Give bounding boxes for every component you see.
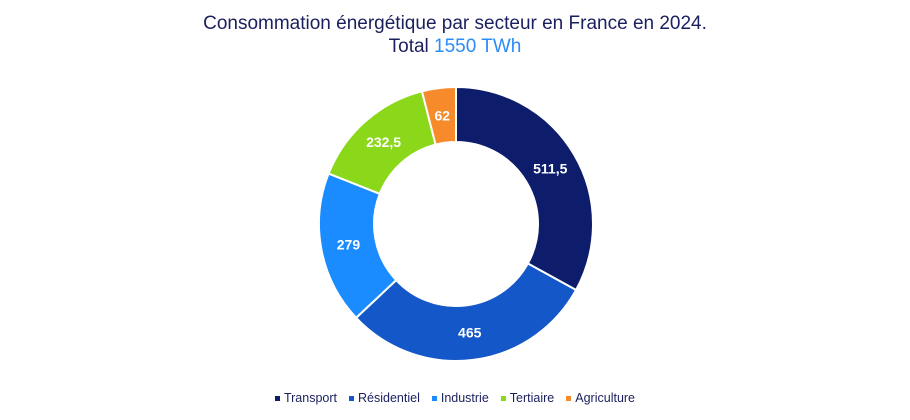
subtitle-total: 1550 TWh bbox=[434, 36, 522, 57]
legend-swatch bbox=[349, 395, 354, 401]
legend-swatch bbox=[566, 395, 572, 401]
slice-transport bbox=[455, 85, 594, 292]
chart-title: Consommation énergétique par secteur en … bbox=[203, 13, 707, 34]
legend-swatch bbox=[274, 395, 280, 401]
legend-swatch bbox=[431, 395, 437, 401]
legend-label: Agriculture bbox=[575, 391, 636, 405]
legend-item: Industrie bbox=[431, 391, 489, 405]
chart-subtitle: Total 1550 TWh bbox=[0, 35, 910, 58]
data-label: 465 bbox=[458, 325, 482, 341]
subtitle-prefix: Total bbox=[388, 36, 429, 57]
legend-label: Tertiaire bbox=[509, 391, 555, 405]
legend-label: Industrie bbox=[440, 391, 489, 405]
slice-residentiel bbox=[354, 262, 578, 362]
data-label: 279 bbox=[337, 237, 361, 253]
data-label: 62 bbox=[434, 107, 450, 123]
legend-swatch bbox=[500, 395, 506, 401]
data-label: 511,5 bbox=[533, 160, 567, 176]
legend-item: Tertiaire bbox=[500, 391, 555, 405]
legend: Transport Résidentiel Industrie Tertiaire Ag… bbox=[0, 391, 910, 405]
legend-item: Transport bbox=[274, 391, 337, 405]
slice-agriculture bbox=[420, 85, 457, 146]
legend-label: Transport bbox=[283, 391, 337, 405]
legend-item: Résidentiel bbox=[349, 391, 420, 405]
legend-label: Résidentiel bbox=[358, 391, 420, 405]
data-label: 232,5 bbox=[366, 134, 401, 150]
legend-item: Agriculture bbox=[566, 391, 635, 405]
